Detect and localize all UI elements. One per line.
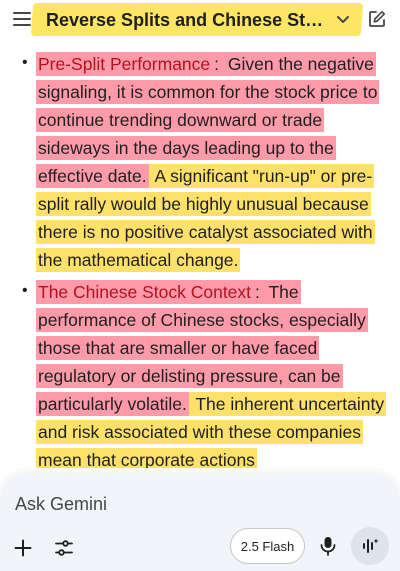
bullet-dot: •: [22, 282, 28, 299]
bullet-paragraph: The Chinese Stock Context: The performan…: [36, 278, 387, 468]
tools-icon[interactable]: [54, 539, 74, 557]
bullet-colon: :: [253, 280, 262, 304]
ask-gemini-input[interactable]: [15, 492, 375, 516]
microphone-button[interactable]: [312, 528, 344, 564]
response-content: • Pre-Split Performance: Given the negat…: [0, 48, 400, 468]
bullet-heading: Pre-Split Performance: [36, 52, 213, 76]
chat-title: Reverse Splits and Chinese Stoc...: [46, 10, 328, 30]
bullet-paragraph: Pre-Split Performance: Given the negativ…: [36, 50, 386, 274]
microphone-icon: [320, 537, 336, 556]
chat-title-dropdown[interactable]: Reverse Splits and Chinese Stoc...: [30, 3, 364, 36]
bullet-dot: •: [22, 54, 28, 71]
prompt-bar: 2.5 Flash: [0, 474, 400, 571]
model-selector-button[interactable]: 2.5 Flash: [230, 528, 305, 564]
bullet-heading: The Chinese Stock Context: [36, 280, 254, 304]
chevron-down-icon: [337, 16, 349, 23]
top-app-bar: Reverse Splits and Chinese Stoc...: [0, 0, 400, 40]
live-audio-button[interactable]: [351, 527, 389, 565]
plus-icon[interactable]: [14, 539, 32, 557]
live-audio-icon: [363, 538, 379, 553]
edit-icon[interactable]: [368, 10, 386, 28]
bullet-colon: :: [212, 52, 222, 76]
hamburger-menu-icon[interactable]: [13, 12, 31, 26]
